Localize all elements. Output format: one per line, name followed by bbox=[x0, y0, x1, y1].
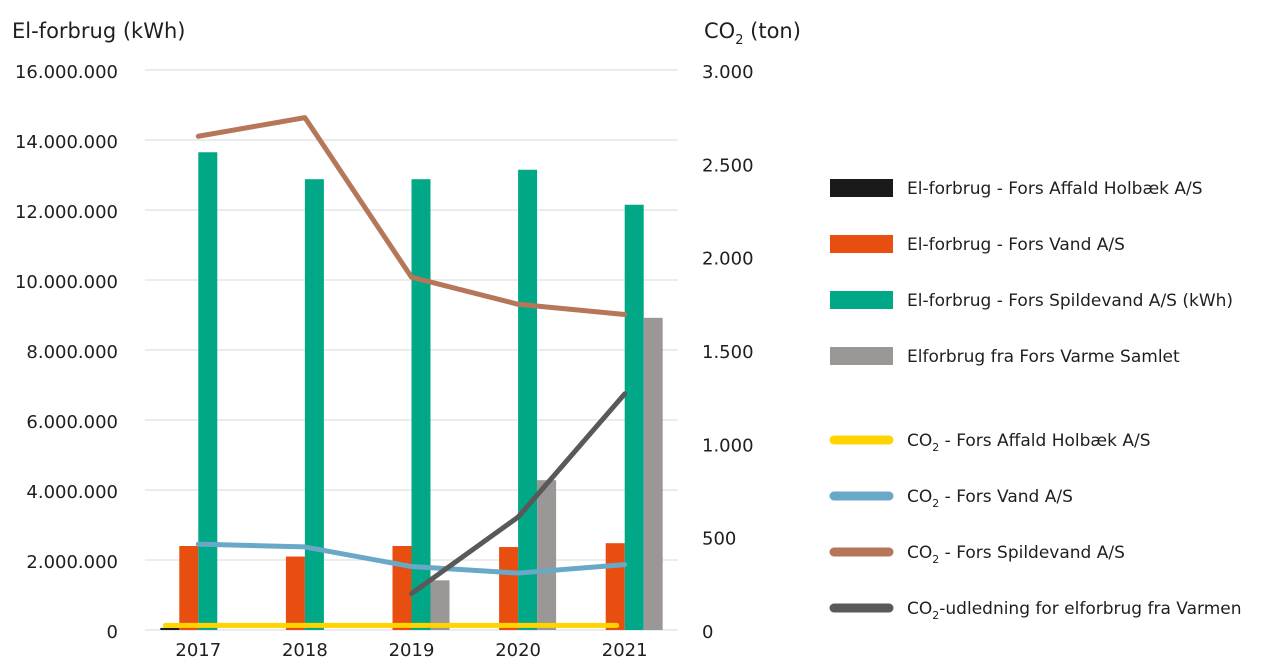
y1-tick-label: 16.000.000 bbox=[15, 62, 118, 83]
y2-tick-labels: 0 500 1.000 1.500 2.000 2.500 3.000 bbox=[702, 62, 754, 643]
legend-label: CO2 - Fors Spildevand A/S bbox=[907, 543, 1125, 566]
x-tick-label: 2021 bbox=[602, 640, 648, 657]
legend-label-rest: - Fors Vand A/S bbox=[939, 487, 1073, 507]
legend-label-rest: - Fors Spildevand A/S bbox=[939, 543, 1125, 563]
bar bbox=[285, 556, 305, 630]
legend-label-main: CO bbox=[907, 487, 932, 507]
y1-tick-label: 8.000.000 bbox=[26, 342, 118, 363]
y2-tick-label: 3.000 bbox=[702, 62, 754, 83]
x-tick-labels: 2017 2018 2019 2020 2021 bbox=[175, 640, 647, 657]
legend-label: CO2 - Fors Affald Holbæk A/S bbox=[907, 431, 1151, 454]
x-tick-label: 2020 bbox=[495, 640, 541, 657]
legend-label: El-forbrug - Fors Affald Holbæk A/S bbox=[907, 179, 1203, 199]
x-tick-label: 2017 bbox=[175, 640, 221, 657]
y2-tick-label: 0 bbox=[702, 622, 713, 643]
bar bbox=[643, 317, 663, 630]
legend-swatch bbox=[830, 179, 893, 197]
x-tick-label: 2018 bbox=[282, 640, 328, 657]
y2-tick-label: 2.500 bbox=[702, 155, 754, 176]
legend-label-sub: 2 bbox=[932, 497, 939, 510]
bar bbox=[198, 152, 218, 630]
y1-tick-labels: 0 2.000.000 4.000.000 6.000.000 8.000.000 10.… bbox=[15, 62, 118, 643]
bar bbox=[392, 546, 412, 630]
y2-tick-label: 500 bbox=[702, 529, 736, 550]
y2-tick-label: 1.000 bbox=[702, 435, 754, 456]
y1-tick-label: 12.000.000 bbox=[15, 202, 118, 223]
y1-tick-label: 2.000.000 bbox=[26, 552, 118, 573]
bar bbox=[499, 547, 519, 630]
legend-label: Elforbrug fra Fors Varme Samlet bbox=[907, 347, 1180, 367]
bar bbox=[430, 580, 450, 630]
y2-axis-label-sub: 2 bbox=[735, 33, 743, 48]
legend-label: CO2 - Fors Vand A/S bbox=[907, 487, 1073, 510]
legend-label-rest: -udledning for elforbrug fra Varmen bbox=[939, 599, 1241, 619]
bar bbox=[160, 627, 180, 630]
x-tick-label: 2019 bbox=[389, 640, 435, 657]
y1-tick-label: 6.000.000 bbox=[26, 412, 118, 433]
legend-label-main: CO bbox=[907, 431, 932, 451]
y1-tick-label: 0 bbox=[107, 622, 118, 643]
legend-label-rest: - Fors Affald Holbæk A/S bbox=[939, 431, 1150, 451]
y2-tick-label: 1.500 bbox=[702, 342, 754, 363]
y1-tick-label: 14.000.000 bbox=[15, 132, 118, 153]
bar bbox=[304, 179, 324, 630]
bar bbox=[411, 179, 431, 630]
legend-label-sub: 2 bbox=[932, 553, 939, 566]
bar bbox=[624, 204, 644, 630]
y2-tick-label: 2.000 bbox=[702, 249, 754, 270]
legend-swatch bbox=[830, 291, 893, 309]
legend-swatch bbox=[830, 235, 893, 253]
y1-tick-label: 4.000.000 bbox=[26, 482, 118, 503]
bar bbox=[518, 169, 538, 630]
y1-axis-label: El-forbrug (kWh) bbox=[12, 19, 185, 43]
series-line bbox=[195, 541, 628, 576]
legend-label: El-forbrug - Fors Spildevand A/S (kWh) bbox=[907, 291, 1233, 311]
series-line bbox=[409, 391, 628, 597]
legend: El-forbrug - Fors Affald Holbæk A/S El-fo… bbox=[829, 179, 1242, 622]
bar bbox=[605, 543, 625, 630]
series-line bbox=[195, 115, 628, 318]
y1-tick-label: 10.000.000 bbox=[15, 272, 118, 293]
legend-label-main: CO bbox=[907, 543, 932, 563]
legend-label-sub: 2 bbox=[932, 609, 939, 622]
lines bbox=[162, 115, 628, 628]
bar bbox=[537, 480, 557, 630]
bars bbox=[160, 152, 663, 630]
y2-axis-label-main: CO bbox=[704, 19, 735, 43]
bar bbox=[179, 546, 199, 630]
legend-swatch bbox=[830, 347, 893, 365]
legend-label-sub: 2 bbox=[932, 441, 939, 454]
legend-label-main: CO bbox=[907, 599, 932, 619]
legend-label: CO2-udledning for elforbrug fra Varmen bbox=[907, 599, 1242, 622]
legend-label: El-forbrug - Fors Vand A/S bbox=[907, 235, 1125, 255]
y2-axis-label: CO2 (ton) bbox=[704, 19, 801, 48]
y2-axis-label-unit: (ton) bbox=[743, 19, 800, 43]
